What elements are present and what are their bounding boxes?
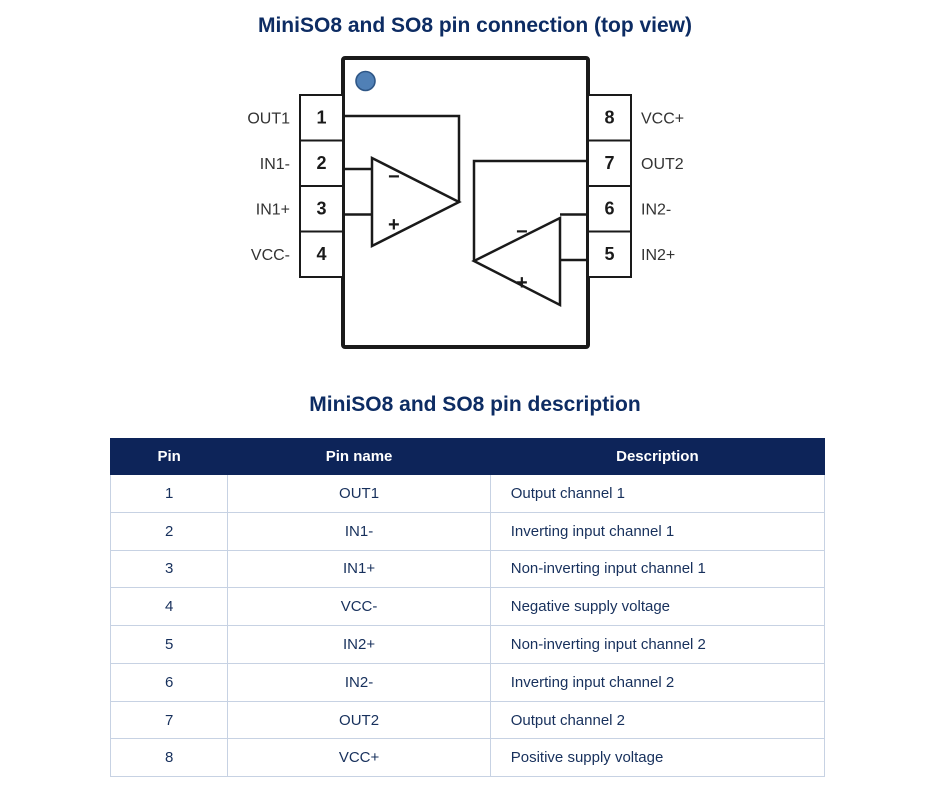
svg-text:5: 5	[604, 244, 614, 264]
svg-text:VCC-: VCC-	[251, 247, 290, 264]
svg-text:IN1+: IN1+	[256, 202, 290, 219]
svg-text:OUT2: OUT2	[641, 156, 684, 173]
svg-text:4: 4	[316, 244, 326, 264]
svg-text:2: 2	[316, 153, 326, 173]
svg-text:8: 8	[604, 108, 614, 128]
svg-text:+: +	[516, 272, 528, 294]
svg-text:7: 7	[604, 153, 614, 173]
svg-text:+: +	[388, 214, 400, 236]
svg-text:−: −	[388, 166, 400, 188]
svg-text:IN2+: IN2+	[641, 247, 675, 264]
svg-text:IN2-: IN2-	[641, 202, 671, 219]
svg-text:IN1-: IN1-	[260, 156, 290, 173]
svg-text:VCC+: VCC+	[641, 111, 684, 128]
svg-text:1: 1	[316, 108, 326, 128]
svg-text:6: 6	[604, 199, 614, 219]
svg-text:OUT1: OUT1	[247, 111, 290, 128]
svg-text:−: −	[516, 221, 528, 243]
svg-text:3: 3	[316, 199, 326, 219]
